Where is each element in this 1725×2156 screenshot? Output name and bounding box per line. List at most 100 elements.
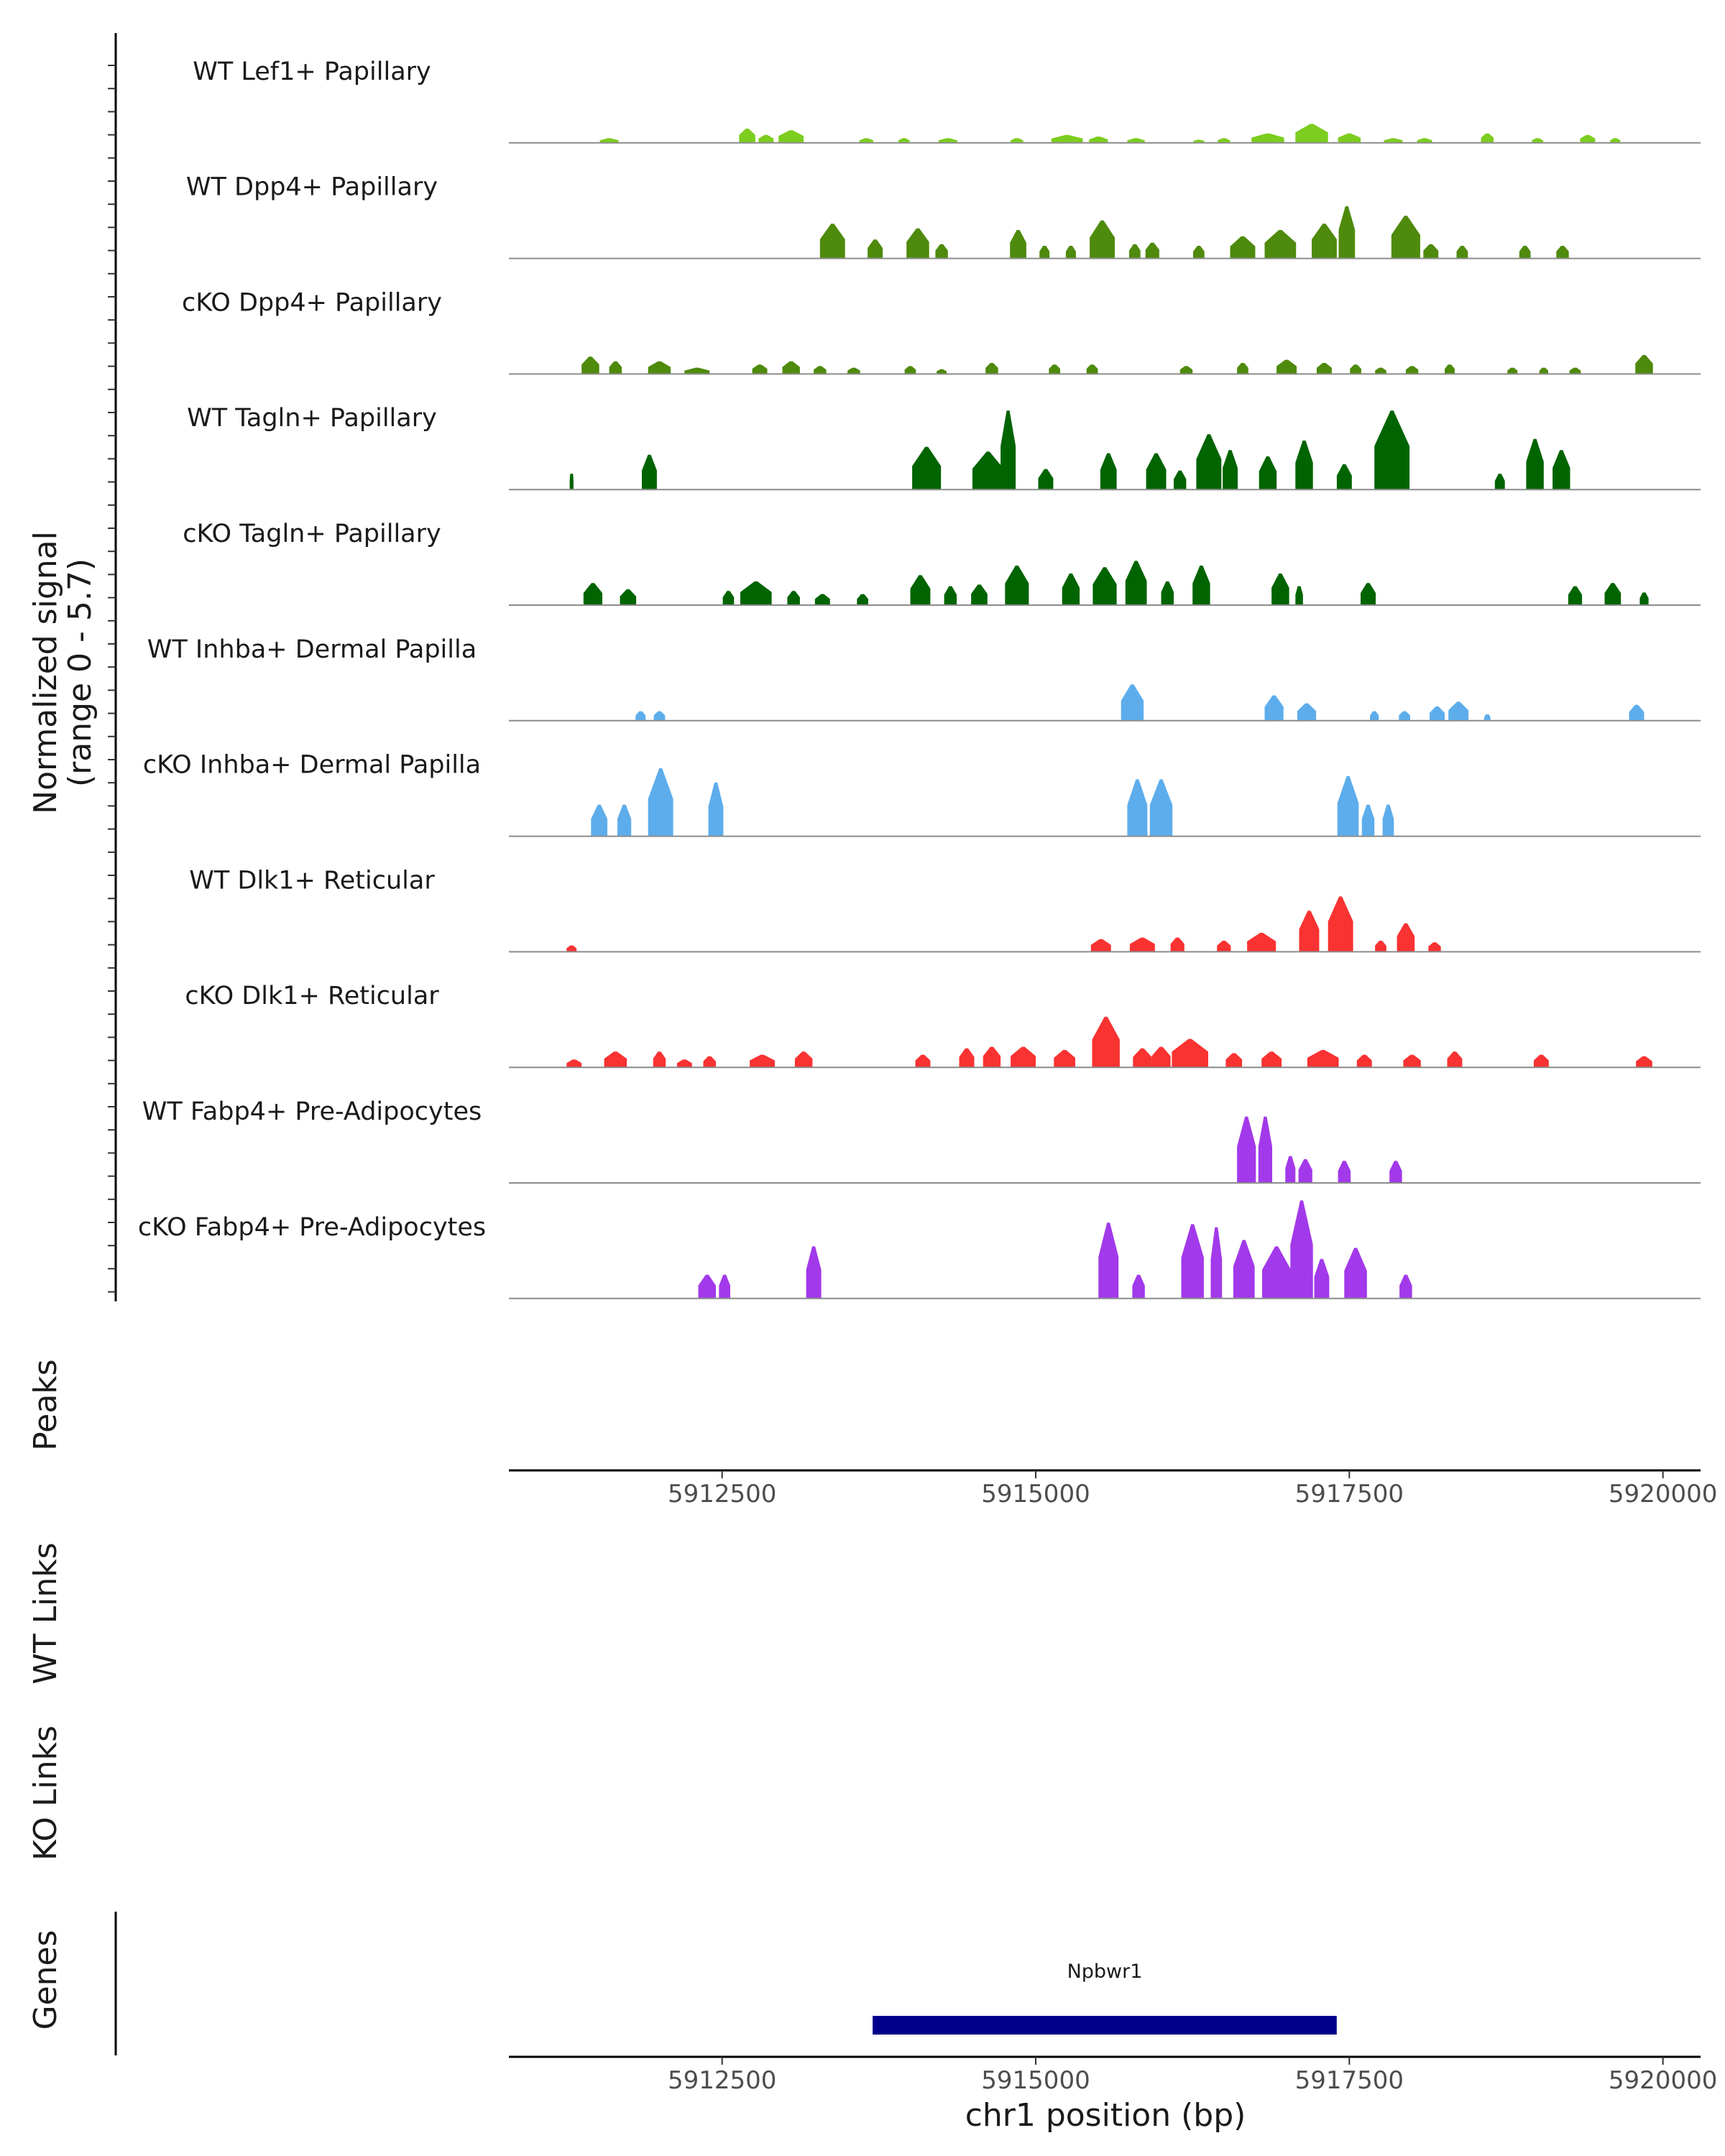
signal-peak bbox=[1129, 937, 1155, 952]
signal-peak bbox=[1312, 224, 1337, 259]
x-tick-label: 5912500 bbox=[668, 1480, 776, 1508]
signal-peak bbox=[819, 224, 845, 259]
signal-peak bbox=[591, 804, 607, 837]
x-tick-label: 5920000 bbox=[1609, 1480, 1717, 1508]
signal-peak bbox=[1051, 134, 1083, 143]
signal-peak bbox=[1445, 364, 1455, 374]
signal-peak bbox=[1151, 1046, 1171, 1068]
signal-peak bbox=[599, 138, 619, 143]
signal-peak bbox=[1298, 1159, 1312, 1183]
x-axis-genes: 5912500 5915000 5917500 5920000 bbox=[509, 2055, 1717, 2095]
signal-peak bbox=[910, 575, 931, 605]
signal-peak bbox=[1399, 711, 1410, 721]
signal-peak bbox=[972, 451, 1004, 490]
signal-peak bbox=[1181, 1224, 1204, 1299]
track-label: WT Dlk1+ Reticular bbox=[189, 866, 435, 895]
signal-peak bbox=[1307, 1050, 1339, 1068]
signal-peak bbox=[1314, 1258, 1330, 1299]
signal-peak bbox=[750, 1054, 775, 1068]
track-wt-lef1-papillary: WT Lef1+ Papillary bbox=[193, 57, 1701, 144]
signal-peak bbox=[620, 589, 637, 605]
signal-peak bbox=[1417, 138, 1432, 143]
track-label: WT Tagln+ Papillary bbox=[187, 404, 437, 433]
signal-peak bbox=[1361, 804, 1375, 837]
signal-peak bbox=[1519, 246, 1531, 259]
signal-peak bbox=[739, 129, 755, 143]
x-tick-label: 5917500 bbox=[1295, 2066, 1404, 2095]
signal-peak bbox=[1336, 464, 1352, 490]
signal-peak bbox=[1196, 434, 1222, 490]
signal-peak bbox=[1391, 216, 1420, 259]
track-wt-fabp4-pre-adipocytes: WT Fabp4+ Pre-Adipocytes bbox=[142, 1097, 1701, 1184]
signal-peak bbox=[915, 1054, 931, 1068]
signal-peak bbox=[868, 239, 883, 259]
signal-peak bbox=[1350, 364, 1361, 374]
signal-peak bbox=[604, 1051, 627, 1068]
signal-peak bbox=[1010, 230, 1026, 259]
signal-peak bbox=[1375, 941, 1386, 952]
signal-peak bbox=[1456, 246, 1468, 259]
signal-peak bbox=[1316, 363, 1332, 374]
signal-peak bbox=[1127, 779, 1148, 837]
signal-peak bbox=[1054, 1050, 1075, 1068]
signal-peak bbox=[1285, 1156, 1296, 1183]
signal-peak bbox=[985, 363, 998, 374]
signal-peak bbox=[1375, 367, 1386, 374]
signal-peak bbox=[1338, 133, 1361, 143]
track-label: cKO Fabp4+ Pre-Adipocytes bbox=[138, 1213, 486, 1242]
signal-peak bbox=[1568, 586, 1583, 605]
signal-peak bbox=[1237, 1116, 1256, 1183]
track-cko-dlk1-reticular: cKO Dlk1+ Reticular bbox=[185, 982, 1701, 1069]
signal-tracks: WT Lef1+ Papillary WT Dpp4+ Papillary cKO … bbox=[138, 57, 1701, 1299]
signal-peak bbox=[752, 364, 768, 374]
track-label: cKO Dpp4+ Papillary bbox=[182, 288, 442, 317]
signal-peak bbox=[609, 361, 622, 374]
signal-peak bbox=[1133, 1048, 1152, 1068]
signal-peak bbox=[722, 591, 735, 605]
signal-peak bbox=[1604, 583, 1622, 605]
signal-peak bbox=[1299, 911, 1320, 952]
signal-peak bbox=[787, 591, 800, 605]
signal-peak bbox=[1149, 779, 1173, 837]
signal-peak bbox=[1005, 566, 1029, 605]
signal-peak bbox=[617, 804, 632, 837]
signal-peak bbox=[698, 1274, 716, 1299]
signal-peak bbox=[912, 446, 942, 490]
track-wt-tagln-papillary: WT Tagln+ Papillary bbox=[187, 404, 1701, 491]
signal-peak bbox=[937, 369, 947, 374]
signal-peak bbox=[938, 138, 957, 143]
signal-peak bbox=[1344, 1248, 1367, 1299]
track-wt-dlk1-reticular: WT Dlk1+ Reticular bbox=[189, 866, 1701, 953]
signal-peak bbox=[1092, 567, 1117, 605]
signal-peak bbox=[740, 581, 772, 605]
track-label: cKO Tagln+ Papillary bbox=[183, 520, 441, 548]
signal-peak bbox=[806, 1246, 822, 1299]
signal-peak bbox=[648, 361, 671, 374]
signal-peak bbox=[814, 594, 830, 605]
signal-peak bbox=[1218, 138, 1230, 143]
ko-links-panel-title: KO Links bbox=[27, 1726, 64, 1861]
signal-peak bbox=[1132, 1274, 1145, 1299]
track-label: WT Dpp4+ Papillary bbox=[186, 173, 438, 202]
track-label: WT Inhba+ Dermal Papilla bbox=[147, 635, 477, 664]
signal-peak bbox=[1225, 1053, 1243, 1068]
signal-peak bbox=[1049, 364, 1060, 374]
signal-peak bbox=[758, 134, 774, 143]
signal-peak bbox=[1484, 714, 1491, 721]
signal-peak bbox=[1237, 363, 1248, 374]
signal-peak bbox=[635, 711, 646, 721]
y-axis-title-line1: Normalized signal bbox=[27, 531, 64, 814]
signal-peak bbox=[1261, 1051, 1282, 1068]
signal-peak bbox=[676, 1059, 692, 1068]
signal-peak bbox=[581, 356, 599, 374]
signal-peak bbox=[1170, 937, 1184, 952]
signal-peak bbox=[1448, 701, 1469, 721]
signal-peak bbox=[1100, 453, 1117, 490]
signal-peak bbox=[1161, 581, 1174, 605]
gene-label: Npbwr1 bbox=[1067, 1961, 1143, 1983]
signal-peak bbox=[1039, 246, 1050, 259]
signal-peak bbox=[1258, 1116, 1272, 1183]
signal-peak bbox=[1295, 124, 1328, 143]
signal-peak bbox=[906, 228, 929, 259]
